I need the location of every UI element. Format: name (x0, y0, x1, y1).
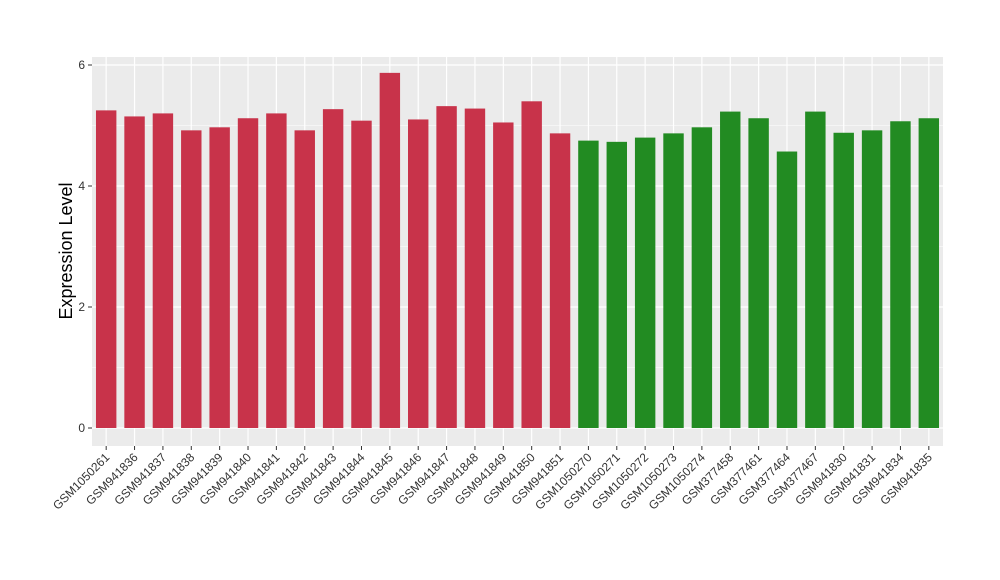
bars (95, 72, 940, 429)
bar-GSM377464 (776, 151, 798, 428)
y-axis: 0 2 4 6 (78, 58, 92, 435)
bar-GSM941851 (549, 133, 571, 429)
y-tick-label: 6 (78, 58, 85, 72)
bar-GSM377467 (805, 111, 826, 429)
bar-GSM1050270 (578, 140, 599, 428)
bar-GSM941839 (209, 127, 230, 428)
bar-GSM1050271 (606, 141, 627, 428)
bar-GSM941841 (266, 113, 287, 429)
bar-GSM941831 (861, 130, 883, 428)
y-axis-title: Expression Level (56, 182, 76, 319)
bar-GSM941848 (464, 108, 486, 428)
bar-GSM941834 (890, 121, 911, 428)
bar-GSM1050274 (691, 127, 713, 428)
bar-GSM941846 (408, 119, 429, 428)
bar-GSM941850 (521, 101, 542, 429)
bar-GSM941844 (351, 120, 372, 428)
bar-GSM1050273 (663, 133, 684, 429)
plot-panel (92, 57, 943, 446)
y-tick-label: 0 (78, 421, 85, 435)
bar-GSM1050272 (634, 137, 656, 428)
y-tick-label: 2 (78, 300, 85, 314)
bar-GSM941843 (322, 109, 344, 428)
bar-GSM941849 (493, 122, 514, 428)
bar-GSM941830 (833, 132, 854, 428)
bar-GSM941840 (237, 118, 259, 429)
bar-GSM941837 (152, 113, 174, 429)
y-tick-label: 4 (78, 179, 85, 193)
bar-GSM377458 (720, 111, 741, 429)
bar-GSM941847 (436, 106, 457, 428)
bar-GSM941835 (918, 118, 940, 429)
bar-GSM1050261 (95, 110, 117, 428)
bar-GSM941838 (181, 130, 202, 428)
bar-GSM941845 (379, 72, 401, 429)
bar-GSM941836 (124, 116, 145, 429)
bar-GSM377461 (748, 118, 769, 429)
bar-GSM941842 (294, 130, 315, 428)
